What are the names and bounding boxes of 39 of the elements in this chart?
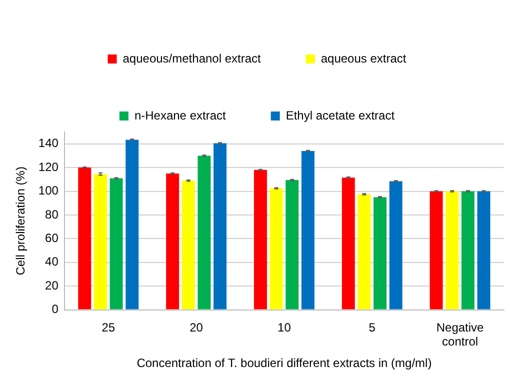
- y-tick-label: 120: [38, 160, 59, 174]
- y-tick-label: 80: [45, 207, 59, 222]
- bar: [477, 191, 490, 310]
- bar: [214, 143, 227, 310]
- legend-label: Ethyl acetate extract: [286, 108, 396, 122]
- x-tick-label: 5: [368, 320, 376, 334]
- bar: [78, 168, 92, 310]
- bar: [461, 191, 474, 310]
- y-tick-label: 0: [52, 302, 59, 316]
- legend-label: aqueous/methanol extract: [122, 51, 262, 66]
- bar: [301, 150, 314, 310]
- bar: [94, 174, 107, 310]
- legend-label: n-Hexane extract: [134, 108, 226, 122]
- legend-label: aqueous extract: [320, 51, 407, 66]
- y-tick-label: 140: [38, 136, 59, 150]
- bar: [374, 197, 387, 310]
- bar: [166, 173, 180, 310]
- y-tick-label: 40: [45, 254, 59, 269]
- bar: [254, 170, 267, 310]
- bar: [270, 188, 283, 310]
- bar: [446, 191, 459, 310]
- x-axis-title: Concentration of T. boudieri different extracts in (mg/ml): [136, 356, 432, 370]
- y-axis-title: Cell proliferation (%): [14, 166, 28, 276]
- x-tick-label: 20: [190, 320, 204, 334]
- x-tick-label: 25: [102, 320, 116, 334]
- x-tick-label: Negative control: [436, 320, 484, 349]
- y-tick-label: 60: [45, 230, 59, 245]
- bar: [430, 191, 443, 310]
- y-tick-label: 20: [45, 278, 59, 292]
- bar: [182, 180, 195, 310]
- x-tick-label: 10: [278, 320, 292, 334]
- bar: [286, 180, 299, 310]
- bar: [389, 181, 402, 310]
- bar: [110, 178, 123, 310]
- bar: [342, 178, 355, 310]
- bar: [198, 156, 211, 310]
- bar: [358, 194, 371, 310]
- bar: [126, 140, 139, 310]
- y-tick-label: 100: [38, 184, 59, 198]
